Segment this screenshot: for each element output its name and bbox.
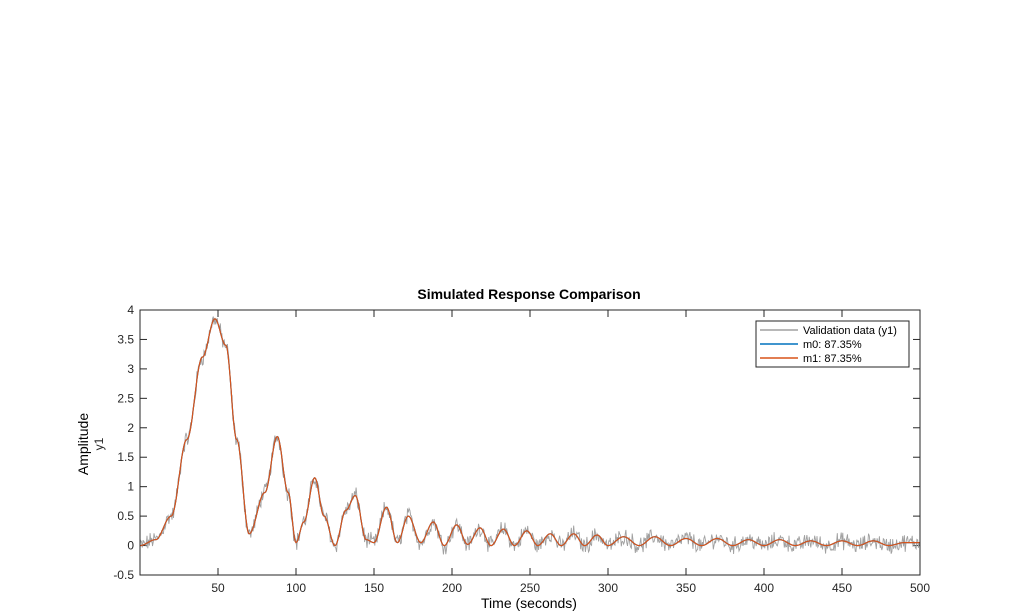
x-tick-label: 500 [910, 581, 930, 595]
y-tick-label: 4 [127, 303, 134, 317]
legend-label: m0: 87.35% [803, 339, 862, 351]
x-tick-label: 150 [364, 581, 384, 595]
y-tick-label: 1 [127, 480, 134, 494]
x-tick-label: 400 [754, 581, 774, 595]
x-tick-label: 300 [598, 581, 618, 595]
legend-label: m1: 87.35% [803, 353, 862, 365]
y-tick-label: 2.5 [117, 391, 134, 405]
y-tick-label: -0.5 [113, 568, 134, 582]
chart-title: Simulated Response Comparison [417, 286, 640, 302]
x-tick-label: 250 [520, 581, 540, 595]
y-tick-label: 1.5 [117, 450, 134, 464]
series-m1 [139, 318, 920, 547]
y-axis-label: Amplitude [75, 413, 91, 475]
y-tick-label: 2 [127, 421, 134, 435]
x-tick-label: 100 [286, 581, 306, 595]
legend[interactable]: Validation data (y1) m0: 87.35% m1: 87.35% [755, 320, 910, 368]
x-tick-label: 200 [442, 581, 462, 595]
tick-labels: 50 100 150 200 250 300 350 400 450 500 -0.5 0 0.5 1 1.… [113, 303, 930, 595]
legend-label: Validation data (y1) [803, 325, 897, 337]
series-layer [139, 316, 920, 555]
y-tick-label: 0.5 [117, 509, 134, 523]
plot-frame [139, 309, 921, 576]
y-tick-label: 0 [127, 539, 134, 553]
x-tick-label: 450 [832, 581, 852, 595]
x-axis-label: Time (seconds) [481, 595, 577, 611]
y-tick-label: 3 [127, 362, 134, 376]
legend-entries: Validation data (y1) m0: 87.35% m1: 87.35% [760, 325, 897, 365]
x-tick-label: 350 [676, 581, 696, 595]
x-tick-label: 50 [211, 581, 225, 595]
y-tick-label: 3.5 [117, 332, 134, 346]
y-axis-sublabel: y1 [92, 437, 106, 450]
